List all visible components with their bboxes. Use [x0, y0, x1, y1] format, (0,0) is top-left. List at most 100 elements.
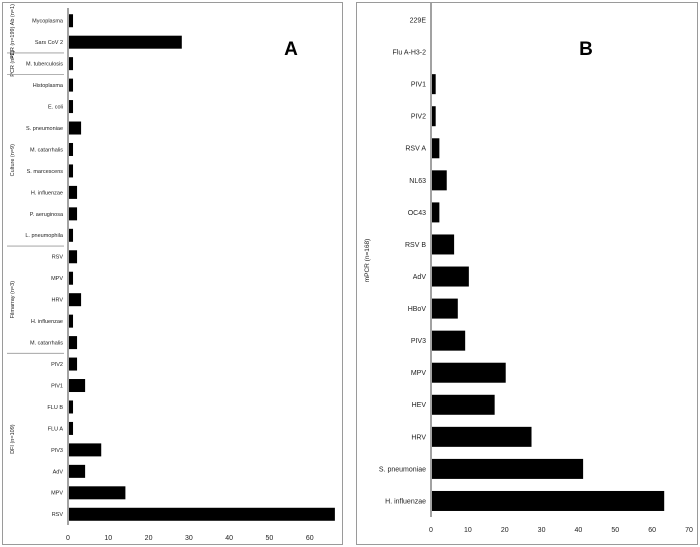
x-tick-label: 20: [145, 535, 153, 542]
chart-b-svg: 229E Flu A-H3-2 PIV1 PIV2 RSV A NL63 OC43 RSV B…: [364, 3, 693, 534]
category-tick-label: 229E: [410, 17, 427, 24]
x-tick-label: 60: [306, 535, 314, 542]
bar: [69, 250, 78, 264]
category-tick-label: HEV: [412, 402, 427, 409]
category-tick-label: Flu A-H3-2: [393, 50, 427, 57]
category-tick-label: HRV: [411, 434, 426, 441]
bar: [69, 293, 82, 307]
bar: [69, 379, 86, 393]
bar: [69, 185, 78, 199]
x-tick-label: 20: [501, 527, 509, 534]
category-tick-label: AdV: [53, 469, 64, 475]
category-tick-label: MPV: [51, 491, 63, 497]
category-tick-label: RSV A: [405, 146, 426, 153]
x-tick-label: 70: [685, 527, 693, 534]
bar: [432, 138, 440, 159]
category-tick-label: PIV1: [51, 383, 63, 389]
category-tick-label: HBoV: [408, 306, 427, 313]
category-tick-label: PIV3: [51, 448, 63, 454]
bar: [432, 234, 455, 255]
bar: [69, 507, 335, 521]
bar: [69, 142, 74, 156]
category-tick-label: MPV: [51, 276, 63, 282]
bar: [69, 336, 78, 350]
group-label: Filmarray (n=3): [10, 281, 16, 319]
category-tick-label: H. influenzae: [31, 190, 63, 196]
category-tick-label: M. catarrhalis: [30, 147, 63, 153]
bar: [69, 35, 182, 49]
bar: [432, 362, 506, 383]
bar: [432, 298, 458, 319]
bar: [69, 14, 74, 28]
category-tick-label: M. catarrhalis: [30, 341, 63, 347]
category-tick-label: S. pneumoniae: [26, 126, 63, 132]
category-tick-label: RSV: [52, 255, 64, 261]
bar: [69, 314, 74, 328]
bar: [69, 121, 82, 135]
bar: [69, 357, 78, 371]
group-label: DFI (n=109): [10, 424, 16, 454]
x-tick-label: 40: [575, 527, 583, 534]
bar: [69, 486, 126, 500]
category-tick-label: S. pneumoniae: [379, 466, 426, 473]
x-tick-label: 10: [104, 535, 112, 542]
bar: [432, 266, 469, 287]
bar: [69, 57, 74, 71]
bar: [432, 458, 584, 479]
y-axis-label: mPCR (n=168): [364, 239, 371, 283]
bar: [69, 271, 74, 285]
bar: [69, 464, 86, 478]
category-tick-label: FLU A: [48, 426, 64, 432]
category-tick-label: E. coli: [48, 104, 63, 110]
category-tick-label: PIV1: [411, 82, 426, 89]
panel-letter: B: [579, 39, 593, 60]
x-tick-label: 40: [225, 535, 233, 542]
bar: [432, 202, 440, 223]
chart-panel-b: 229E Flu A-H3-2 PIV1 PIV2 RSV A NL63 OC43 RSV B…: [356, 2, 698, 545]
chart-panel-a: Mycoplasma Sars CoV 2 M. tuberculosis Histo…: [2, 2, 343, 545]
category-tick-label: OC43: [408, 210, 426, 217]
category-tick-label: H. influenzae: [31, 319, 63, 325]
category-tick-label: MPV: [411, 370, 427, 377]
bar: [432, 426, 532, 447]
category-tick-label: Histoplasma: [33, 83, 64, 89]
category-tick-label: PIV3: [411, 338, 426, 345]
category-tick-label: PIV2: [411, 114, 426, 121]
category-tick-label: RSV: [52, 512, 64, 518]
bar: [69, 100, 74, 114]
category-tick-label: P. aeruginosa: [30, 212, 64, 218]
group-label: Culture (n=9): [10, 144, 16, 176]
category-tick-label: RSV B: [405, 242, 426, 249]
bar: [69, 207, 78, 221]
x-tick-label: 30: [538, 527, 546, 534]
bar: [69, 78, 74, 92]
group-label: PCR (n=199) Ab (n=1): [10, 4, 16, 59]
group-label: PCR (n=2): [10, 50, 16, 76]
bar: [69, 421, 74, 435]
x-tick-label: 60: [648, 527, 656, 534]
bar: [432, 170, 447, 191]
x-tick-label: 30: [185, 535, 193, 542]
x-tick-label: 0: [66, 535, 70, 542]
category-tick-label: S. marcescens: [27, 169, 64, 175]
bar: [432, 330, 466, 351]
bar: [69, 228, 74, 242]
category-tick-label: AdV: [413, 274, 427, 281]
bar: [69, 164, 74, 178]
panel-letter: A: [284, 39, 298, 60]
x-tick-label: 0: [429, 527, 433, 534]
x-tick-label: 10: [464, 527, 472, 534]
category-tick-label: H. influenzae: [385, 498, 426, 505]
bar: [69, 443, 102, 457]
category-tick-label: Sars CoV 2: [35, 40, 63, 46]
category-tick-label: L. pneumophila: [25, 233, 64, 239]
chart-a-svg: Mycoplasma Sars CoV 2 M. tuberculosis Histo…: [7, 4, 335, 542]
category-tick-label: FLU B: [47, 405, 63, 411]
category-tick-label: HRV: [51, 298, 63, 304]
bar: [69, 400, 74, 414]
bar: [432, 106, 436, 127]
category-tick-label: NL63: [409, 178, 426, 185]
x-tick-label: 50: [266, 535, 274, 542]
bar: [432, 394, 495, 415]
x-tick-label: 50: [611, 527, 619, 534]
